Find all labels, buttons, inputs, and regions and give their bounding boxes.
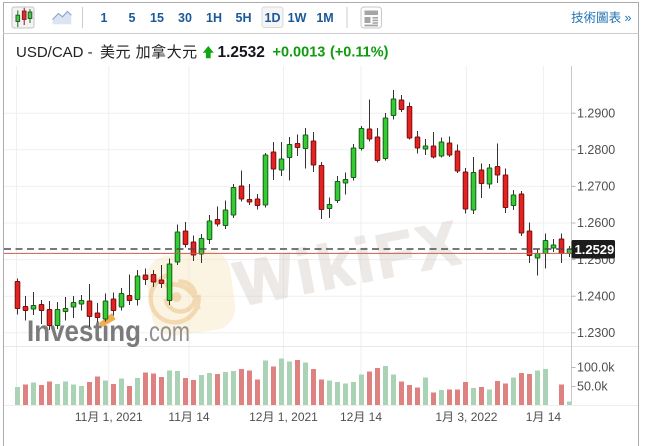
- svg-text:1.2529: 1.2529: [575, 242, 615, 257]
- svg-text:100.0k: 100.0k: [577, 361, 615, 375]
- svg-text:1.2800: 1.2800: [577, 143, 615, 157]
- svg-text:1D: 1D: [265, 11, 281, 25]
- svg-text:1M: 1M: [316, 11, 333, 25]
- svg-text:5H: 5H: [236, 11, 252, 25]
- svg-text:5: 5: [129, 11, 136, 25]
- svg-text:11月 1, 2021: 11月 1, 2021: [75, 410, 143, 424]
- svg-text:1月 14: 1月 14: [526, 410, 562, 424]
- svg-text:(+0.11%): (+0.11%): [330, 45, 389, 61]
- svg-text:1.2400: 1.2400: [577, 289, 615, 303]
- svg-text:1.2300: 1.2300: [577, 326, 615, 340]
- svg-text:.com: .com: [143, 316, 190, 347]
- svg-text:50.0k: 50.0k: [577, 380, 608, 394]
- svg-text:1.2900: 1.2900: [577, 106, 615, 120]
- svg-text:12月 1, 2021: 12月 1, 2021: [249, 410, 318, 424]
- svg-text:1: 1: [101, 11, 108, 25]
- svg-text:USD/CAD -: USD/CAD -: [16, 44, 93, 61]
- svg-text:30: 30: [178, 11, 192, 25]
- svg-text:1.2700: 1.2700: [577, 180, 615, 194]
- svg-text:12月 14: 12月 14: [340, 410, 382, 424]
- svg-text:1W: 1W: [288, 11, 307, 25]
- svg-text:美元 加拿大元: 美元 加拿大元: [100, 43, 198, 61]
- svg-text:1月 3, 2022: 1月 3, 2022: [435, 410, 497, 424]
- svg-text:1H: 1H: [206, 11, 222, 25]
- svg-text:15: 15: [150, 11, 164, 25]
- svg-text:11月 14: 11月 14: [168, 410, 209, 424]
- svg-text:+0.0013: +0.0013: [273, 45, 326, 61]
- svg-text:技術圖表 »: 技術圖表 »: [571, 11, 631, 25]
- svg-text:1.2600: 1.2600: [577, 216, 615, 230]
- svg-text:Investing: Investing: [27, 315, 141, 348]
- svg-text:1.2532: 1.2532: [218, 44, 265, 61]
